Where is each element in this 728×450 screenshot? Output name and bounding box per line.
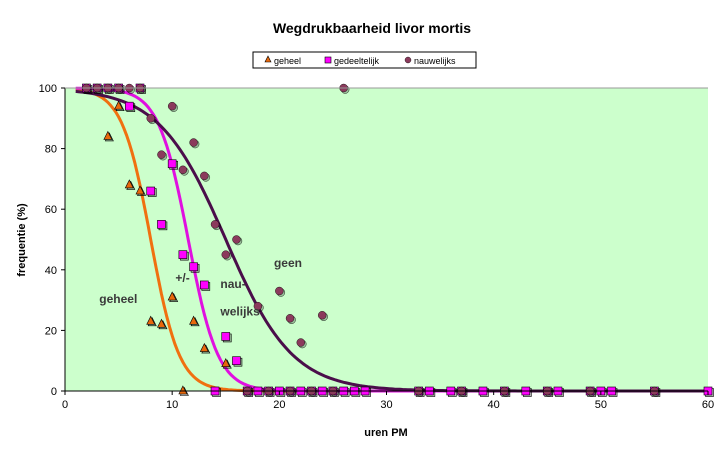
annotation-label: geheel bbox=[99, 292, 137, 306]
data-point-gedeeltelijk bbox=[125, 101, 134, 111]
y-tick-label: 0 bbox=[51, 386, 57, 398]
data-point-geheel bbox=[103, 130, 113, 140]
data-point-geheel bbox=[146, 315, 156, 325]
y-tick-label: 80 bbox=[45, 144, 57, 156]
x-tick-label: 10 bbox=[166, 399, 178, 411]
x-tick-label: 50 bbox=[595, 399, 607, 411]
data-point-gedeeltelijk bbox=[146, 186, 156, 196]
data-point-gedeeltelijk bbox=[157, 220, 166, 229]
annotation-label: geen bbox=[274, 256, 302, 270]
data-point-gedeeltelijk bbox=[221, 332, 231, 341]
y-tick-label: 100 bbox=[39, 83, 57, 95]
x-tick-label: 0 bbox=[62, 399, 68, 411]
data-point-nauwelijks bbox=[146, 114, 155, 123]
data-point-nauwelijks bbox=[318, 311, 327, 320]
annotation-label: +/- bbox=[175, 271, 189, 285]
data-point-nauwelijks bbox=[253, 301, 263, 311]
data-point-nauwelijks bbox=[296, 338, 305, 347]
data-point-nauwelijks bbox=[275, 286, 284, 296]
data-point-gedeeltelijk bbox=[200, 280, 209, 290]
data-point-geheel bbox=[135, 185, 145, 195]
legend-marker-geheel bbox=[264, 55, 272, 63]
annotation-label: nau- bbox=[220, 277, 245, 291]
legend-box bbox=[252, 51, 477, 69]
legend: geheel gedeeltelijk nauwelijks bbox=[252, 51, 477, 69]
data-point-nauwelijks bbox=[210, 220, 220, 229]
x-tick-label: 20 bbox=[273, 399, 285, 411]
data-point-nauwelijks bbox=[167, 101, 177, 111]
y-tick-label: 60 bbox=[45, 204, 57, 216]
data-point-geheel bbox=[199, 342, 209, 352]
data-point-gedeeltelijk bbox=[167, 159, 177, 169]
data-point-nauwelijks bbox=[221, 250, 230, 259]
data-point-gedeeltelijk bbox=[178, 250, 188, 259]
data-point-nauwelijks bbox=[157, 150, 166, 159]
annotation-label: welijks bbox=[219, 304, 260, 318]
data-point-gedeeltelijk bbox=[189, 262, 198, 272]
data-point-geheel bbox=[114, 100, 124, 110]
y-tick-label: 40 bbox=[45, 265, 57, 277]
data-point-nauwelijks bbox=[285, 314, 295, 323]
data-point-geheel bbox=[221, 358, 231, 368]
data-point-nauwelijks bbox=[189, 138, 198, 147]
y-axis-label: frequentie (%) bbox=[16, 203, 28, 277]
data-point-geheel bbox=[189, 315, 199, 325]
data-point-gedeeltelijk bbox=[232, 356, 241, 366]
data-point-nauwelijks bbox=[232, 235, 241, 244]
data-point-nauwelijks bbox=[200, 171, 209, 181]
legend-marker-gedeeltelijk bbox=[324, 56, 332, 64]
legend-label-gedeeltelijk: gedeeltelijk bbox=[334, 56, 380, 66]
x-tick-label: 40 bbox=[488, 399, 500, 411]
chart-title: Wegdrukbaarheid livor mortis bbox=[273, 20, 471, 36]
data-point-geheel bbox=[178, 385, 188, 395]
y-tick-label: 20 bbox=[45, 325, 57, 337]
x-axis-label: uren PM bbox=[364, 427, 407, 439]
x-tick-label: 60 bbox=[702, 399, 714, 411]
legend-marker-nauwelijks bbox=[404, 56, 412, 64]
data-point-geheel bbox=[124, 179, 134, 189]
data-point-geheel bbox=[156, 318, 166, 328]
legend-label-nauwelijks: nauwelijks bbox=[414, 56, 456, 66]
data-point-geheel bbox=[167, 291, 177, 301]
legend-label-geheel: geheel bbox=[274, 56, 301, 66]
x-tick-label: 30 bbox=[380, 399, 392, 411]
data-point-nauwelijks bbox=[178, 165, 188, 175]
